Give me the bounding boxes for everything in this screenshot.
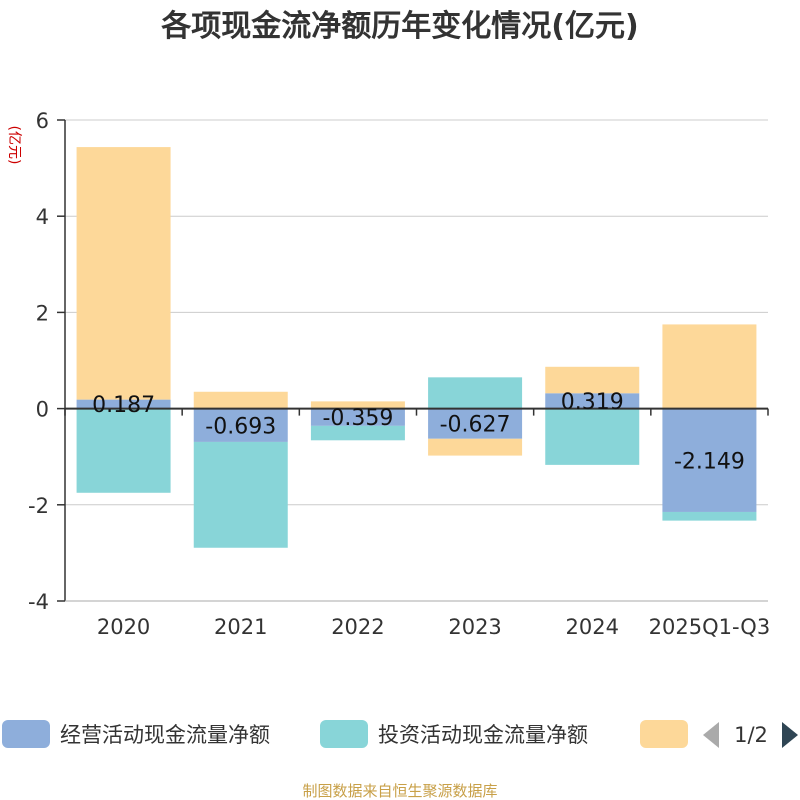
chart-title: 各项现金流净额历年变化情况(亿元) [160, 9, 638, 44]
bar-2-2020 [76, 408, 171, 493]
bar-1-2022 [310, 408, 405, 426]
bar-3-2022 [310, 401, 405, 409]
y-tick-label: 6 [36, 109, 49, 133]
source-note: 制图数据来自恒生聚源数据库 [302, 782, 497, 800]
bar-1-2025Q1-Q3 [662, 408, 757, 512]
bar-1-2024 [545, 393, 640, 409]
legend-next-icon[interactable] [782, 722, 798, 748]
bar-2-2023 [428, 377, 523, 409]
x-tick-label: 2021 [214, 615, 267, 639]
legend-swatch-1[interactable] [2, 720, 50, 748]
data-label-2025Q1-Q3: -2.149 [674, 449, 745, 474]
data-labels-group: 0.187 -0.693 -0.359 -0.627 0.319 -2.149 [92, 390, 745, 474]
legend: 经营活动现金流量净额 投资活动现金流量净额 1/2 [2, 720, 798, 748]
y-axis-label: (亿元) [6, 126, 22, 165]
x-tick-label: 2020 [97, 615, 150, 639]
x-tick-label: 2025Q1-Q3 [649, 615, 771, 639]
legend-page-indicator: 1/2 [734, 723, 768, 747]
legend-swatch-3[interactable] [640, 720, 688, 748]
bar-2-2024 [545, 408, 640, 465]
x-tick-label: 2022 [331, 615, 384, 639]
legend-prev-icon[interactable] [703, 722, 719, 748]
y-tick-label: 4 [36, 205, 49, 229]
bar-3-2021 [193, 391, 288, 409]
data-label-2024: 0.319 [561, 390, 624, 415]
axes-group: 2020 2021 2022 2023 2024 2025Q1-Q3 [64, 120, 771, 639]
bar-1-2021 [193, 408, 288, 442]
data-label-2020: 0.187 [92, 393, 155, 418]
bar-1-2020 [76, 399, 171, 409]
legend-label-2[interactable]: 投资活动现金流量净额 [378, 723, 588, 747]
bar-3-2023 [428, 438, 523, 456]
legend-label-1[interactable]: 经营活动现金流量净额 [60, 723, 270, 747]
bar-1-2023 [428, 408, 523, 439]
bar-2-2025Q1-Q3 [662, 511, 757, 521]
bar-3-2020 [76, 147, 171, 400]
bar-2-2021 [193, 441, 288, 548]
legend-swatch-2[interactable] [320, 720, 368, 748]
data-label-2023: -0.627 [440, 413, 511, 438]
data-label-2022: -0.359 [322, 406, 393, 431]
bars-group [76, 147, 757, 548]
x-tick-label: 2024 [566, 615, 619, 639]
y-tick-label: -4 [28, 590, 49, 614]
bar-2-2022 [310, 425, 405, 441]
y-tick-label: 0 [36, 398, 49, 422]
y-tick-label: 2 [36, 301, 49, 325]
x-tick-label: 2023 [448, 615, 501, 639]
data-label-2021: -0.693 [205, 414, 276, 439]
bar-3-2024 [545, 366, 640, 394]
bar-3-2025Q1-Q3 [662, 324, 757, 409]
y-tick-label: -2 [28, 494, 49, 518]
